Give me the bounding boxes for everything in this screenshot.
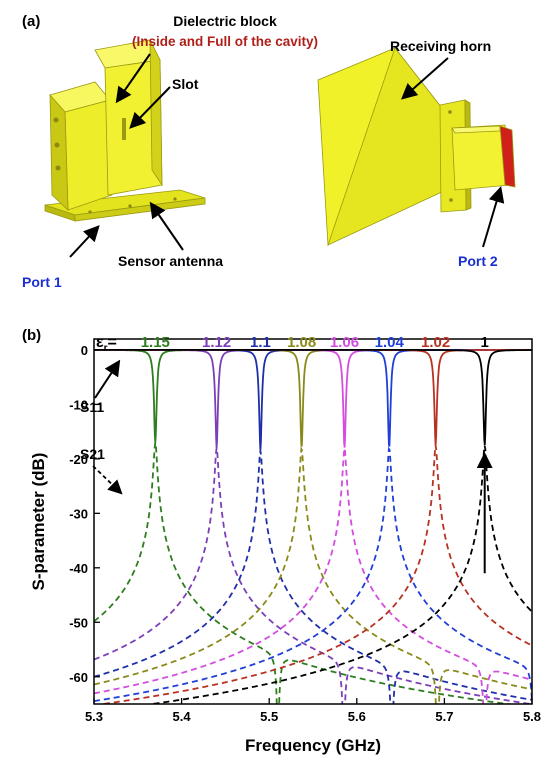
plot-frame — [93, 338, 533, 705]
eps-symbol: εr= — [96, 334, 117, 354]
legend-value-1.08: 1.08 — [287, 334, 316, 351]
s21-label: S21 — [80, 446, 105, 462]
horn-arrow — [401, 57, 449, 100]
legend-value-1.1: 1.1 — [250, 334, 271, 351]
x-tick-label: 5.4 — [173, 709, 192, 724]
x-tick-label: 5.7 — [435, 709, 453, 724]
receiving-horn-label: Receiving horn — [390, 38, 491, 54]
legend-value-1.15: 1.15 — [141, 334, 170, 351]
y-axis-label: S-parameter (dB) — [29, 453, 48, 591]
legend-value-1.12: 1.12 — [202, 334, 231, 351]
sensor-antenna-label: Sensor antenna — [118, 253, 223, 269]
y-tick-label: -10 — [69, 397, 88, 412]
eps-legend: 1.15 1.12 1.1 1.08 1.06 1.04 1.02 1 — [141, 334, 489, 351]
eps-equals: = — [108, 334, 117, 351]
s21-curve-1 — [145, 445, 532, 704]
x-tick-label: 5.3 — [85, 709, 103, 724]
y-tick-label: 0 — [81, 343, 88, 358]
x-tick-label: 5.8 — [523, 709, 541, 724]
s21-curve-1.06 — [94, 448, 532, 704]
eps-subscript: r — [104, 343, 108, 354]
legend-value-1.02: 1.02 — [421, 334, 450, 351]
sensor-antenna-model — [44, 39, 206, 222]
s21-curve-1.12 — [94, 447, 532, 704]
panel-b-label: (b) — [22, 327, 41, 344]
port1-arrow — [69, 225, 100, 258]
y-tick-label: -30 — [69, 506, 88, 521]
y-tick-label: -20 — [69, 452, 88, 467]
dielectric-arrow — [115, 53, 151, 104]
s21-curve-1.02 — [96, 445, 532, 704]
s21-curve-1.04 — [94, 446, 532, 702]
y-tick-label: -50 — [69, 615, 88, 630]
plot-area — [94, 349, 532, 704]
s11-curve-1.15 — [94, 349, 532, 443]
legend-value-1.04: 1.04 — [375, 334, 405, 351]
slot-label: Slot — [172, 76, 199, 92]
port1-label: Port 1 — [22, 274, 62, 290]
s21-curve-1.08 — [94, 446, 532, 704]
s21-curve-1.15 — [94, 442, 515, 704]
legend-value-1.06: 1.06 — [330, 334, 359, 351]
slot-arrow — [129, 86, 171, 129]
receiving-horn-model — [317, 47, 516, 246]
s-parameter-chart: 5.3 5.4 5.5 5.6 5.7 5.8 0 -10 -20 -30 -40 -50 -60 Fre… — [29, 338, 541, 755]
port2-label: Port 2 — [458, 253, 498, 269]
legend-value-1: 1 — [481, 334, 489, 351]
x-tick-label: 5.5 — [260, 709, 278, 724]
inside-cavity-label: (Inside and Full of the cavity) — [132, 34, 318, 49]
port2-arrow — [482, 186, 505, 248]
s21-arrow — [92, 465, 123, 495]
x-tick-label: 5.6 — [348, 709, 366, 724]
panel-a-label: (a) — [22, 13, 40, 30]
dielectric-label: Dielectric block — [173, 13, 277, 29]
s11-label: S11 — [80, 399, 104, 415]
sensor-arrow — [149, 201, 184, 251]
eps-letter: ε — [96, 334, 104, 351]
y-tick-label: -40 — [69, 561, 88, 576]
x-axis-label: Frequency (GHz) — [245, 736, 381, 755]
s11-curve-1 — [94, 349, 532, 445]
s11-arrow — [94, 359, 121, 399]
y-tick-label: -60 — [69, 670, 88, 685]
